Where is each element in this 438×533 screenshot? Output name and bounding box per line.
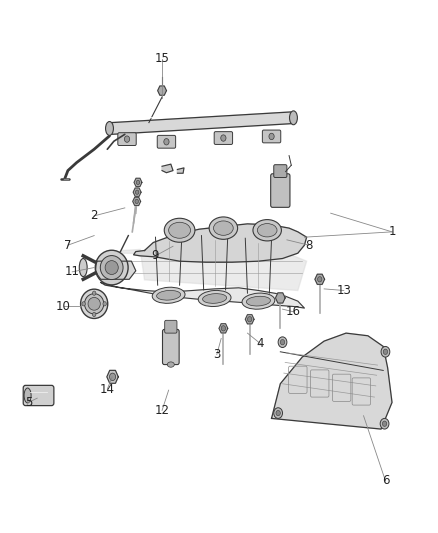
Ellipse shape bbox=[164, 219, 195, 242]
Circle shape bbox=[221, 326, 226, 331]
Circle shape bbox=[382, 421, 387, 426]
Circle shape bbox=[92, 312, 96, 317]
Polygon shape bbox=[112, 112, 291, 134]
Circle shape bbox=[92, 291, 96, 295]
Circle shape bbox=[274, 408, 283, 418]
Ellipse shape bbox=[257, 224, 277, 237]
Circle shape bbox=[381, 346, 390, 357]
Ellipse shape bbox=[24, 388, 31, 403]
Polygon shape bbox=[101, 282, 304, 308]
FancyBboxPatch shape bbox=[271, 174, 290, 207]
Text: 9: 9 bbox=[152, 249, 159, 262]
Circle shape bbox=[135, 199, 138, 204]
Polygon shape bbox=[133, 197, 141, 206]
Circle shape bbox=[269, 133, 274, 140]
Text: 12: 12 bbox=[155, 404, 170, 417]
Ellipse shape bbox=[169, 222, 191, 238]
Polygon shape bbox=[272, 333, 392, 429]
Ellipse shape bbox=[85, 294, 104, 314]
Polygon shape bbox=[158, 86, 166, 95]
Text: 6: 6 bbox=[381, 474, 389, 487]
FancyBboxPatch shape bbox=[157, 135, 176, 148]
FancyBboxPatch shape bbox=[118, 133, 136, 146]
FancyBboxPatch shape bbox=[274, 165, 287, 177]
Ellipse shape bbox=[290, 111, 297, 125]
Polygon shape bbox=[245, 314, 254, 324]
Text: 4: 4 bbox=[257, 337, 265, 350]
Circle shape bbox=[380, 418, 389, 429]
Circle shape bbox=[110, 373, 116, 381]
Polygon shape bbox=[134, 178, 142, 187]
Polygon shape bbox=[276, 293, 285, 303]
Text: 16: 16 bbox=[286, 305, 301, 318]
Ellipse shape bbox=[247, 296, 270, 306]
Circle shape bbox=[276, 410, 280, 416]
Ellipse shape bbox=[81, 289, 108, 318]
FancyBboxPatch shape bbox=[262, 130, 281, 143]
Text: 13: 13 bbox=[336, 284, 351, 297]
Ellipse shape bbox=[203, 294, 226, 303]
Circle shape bbox=[135, 190, 139, 195]
Text: 15: 15 bbox=[155, 52, 170, 65]
Ellipse shape bbox=[88, 297, 100, 310]
Circle shape bbox=[136, 180, 140, 184]
Ellipse shape bbox=[79, 259, 87, 277]
Circle shape bbox=[221, 135, 226, 141]
Ellipse shape bbox=[214, 221, 233, 236]
FancyBboxPatch shape bbox=[23, 385, 54, 406]
Polygon shape bbox=[114, 249, 307, 290]
Ellipse shape bbox=[242, 293, 275, 309]
Circle shape bbox=[103, 302, 106, 306]
Polygon shape bbox=[133, 188, 141, 196]
Circle shape bbox=[280, 340, 285, 345]
Polygon shape bbox=[315, 274, 325, 285]
Text: 10: 10 bbox=[56, 300, 71, 313]
Ellipse shape bbox=[253, 220, 281, 241]
Circle shape bbox=[124, 136, 130, 142]
Polygon shape bbox=[107, 370, 118, 383]
Ellipse shape bbox=[95, 250, 128, 285]
Text: 8: 8 bbox=[305, 239, 312, 252]
Ellipse shape bbox=[209, 217, 237, 239]
Text: 11: 11 bbox=[65, 265, 80, 278]
Text: 2: 2 bbox=[90, 209, 98, 222]
Polygon shape bbox=[177, 168, 184, 173]
Text: 5: 5 bbox=[25, 396, 32, 409]
Ellipse shape bbox=[157, 290, 180, 300]
FancyBboxPatch shape bbox=[214, 132, 233, 144]
Circle shape bbox=[82, 302, 85, 306]
Text: 3: 3 bbox=[213, 348, 220, 361]
Ellipse shape bbox=[100, 255, 123, 279]
FancyBboxPatch shape bbox=[165, 320, 177, 333]
Ellipse shape bbox=[152, 287, 185, 303]
Polygon shape bbox=[162, 164, 173, 173]
Circle shape bbox=[318, 277, 322, 282]
Polygon shape bbox=[219, 324, 228, 333]
Circle shape bbox=[278, 337, 287, 348]
Text: 7: 7 bbox=[64, 239, 72, 252]
Circle shape bbox=[247, 317, 252, 322]
Circle shape bbox=[383, 349, 388, 354]
Text: 14: 14 bbox=[100, 383, 115, 395]
FancyBboxPatch shape bbox=[162, 329, 179, 365]
Text: 1: 1 bbox=[388, 225, 396, 238]
Polygon shape bbox=[134, 224, 307, 262]
Ellipse shape bbox=[106, 122, 113, 135]
Ellipse shape bbox=[167, 362, 174, 367]
Ellipse shape bbox=[198, 290, 231, 306]
Circle shape bbox=[164, 139, 169, 145]
Polygon shape bbox=[95, 261, 136, 279]
Ellipse shape bbox=[105, 261, 118, 274]
